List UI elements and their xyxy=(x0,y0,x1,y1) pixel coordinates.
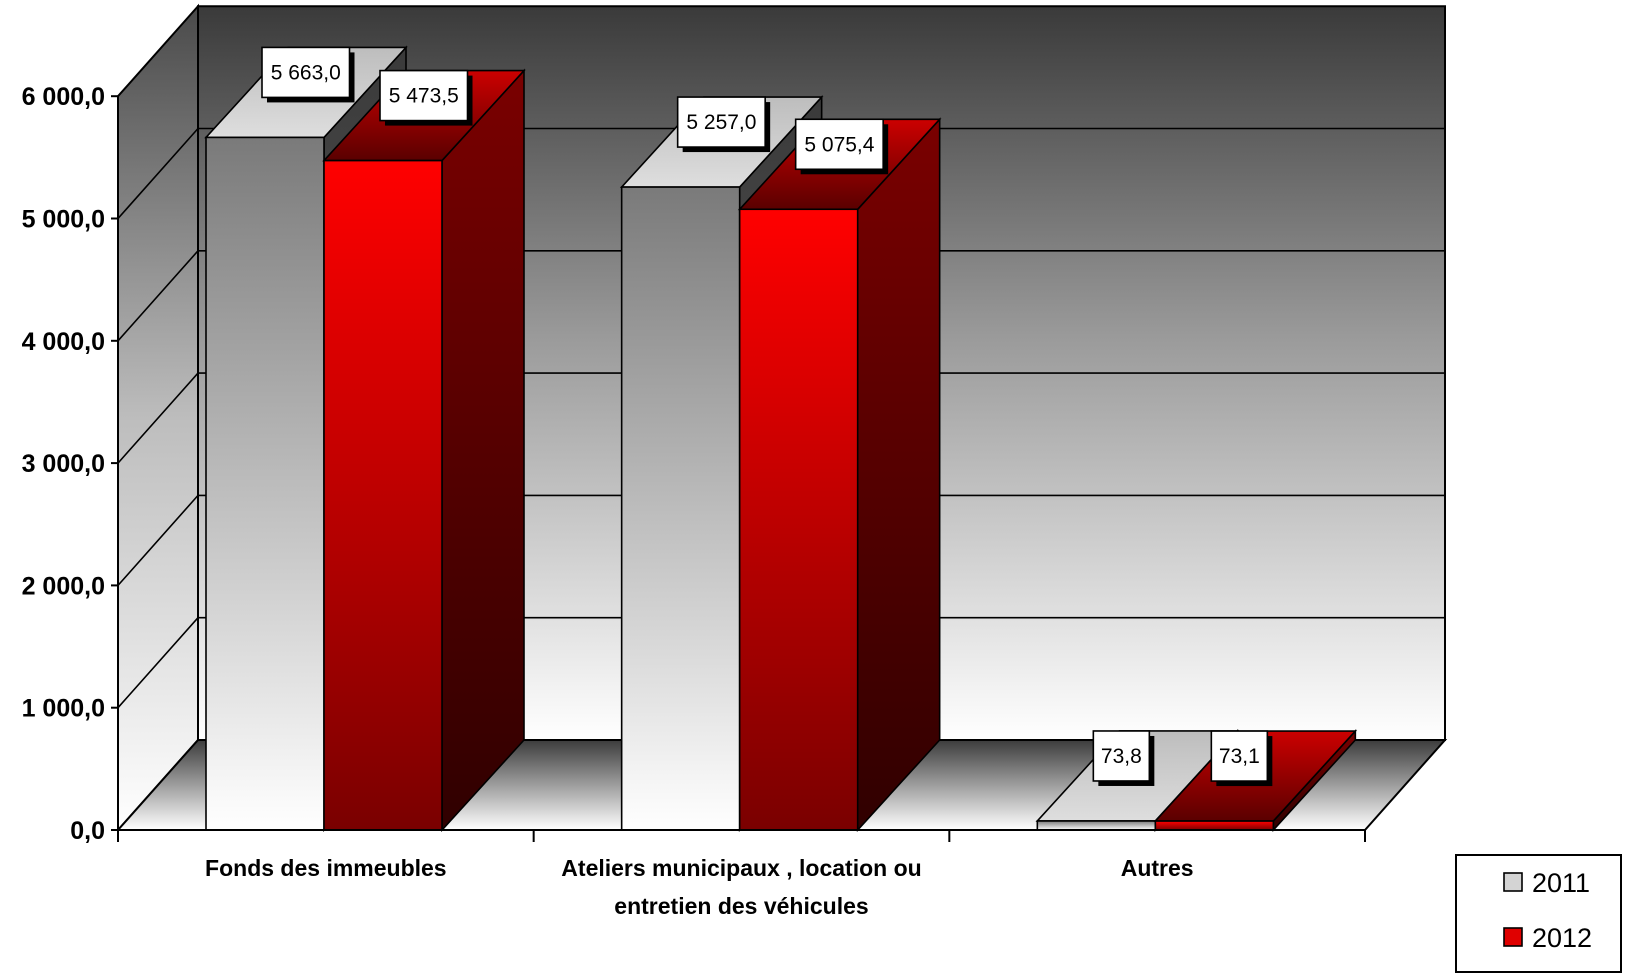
data-label: 73,8 xyxy=(1092,730,1155,786)
bar-2012-0 xyxy=(322,68,526,833)
legend-label: 2012 xyxy=(1532,923,1592,953)
svg-text:73,1: 73,1 xyxy=(1219,745,1260,768)
x-category-label: Autres xyxy=(1121,855,1194,881)
axes: 0,0 1 000,0 2 000,0 3 000,0 4 000,0 5 000,0 6 … xyxy=(22,83,1366,919)
gridline xyxy=(117,372,1445,464)
gridline xyxy=(117,250,1445,342)
x-category-label: Ateliers municipaux , location ou entreti… xyxy=(561,855,921,919)
y-tick-label: 0,0 xyxy=(70,817,105,845)
y-tick-label: 2 000,0 xyxy=(22,572,105,600)
legend-box xyxy=(1455,854,1622,973)
data-label: 5 257,0 xyxy=(676,96,771,153)
legend: 2011 2012 xyxy=(1455,854,1622,973)
svg-text:5 257,0: 5 257,0 xyxy=(686,111,756,134)
data-label: 5 075,4 xyxy=(794,118,889,175)
y-tick-label: 5 000,0 xyxy=(22,206,105,234)
y-tick-label: 6 000,0 xyxy=(22,83,105,111)
data-labels: 5 663,0 5 473,5 5 257,0 5 075,4 73,8 73,1 xyxy=(261,46,1273,787)
svg-text:5 663,0: 5 663,0 xyxy=(271,61,341,84)
svg-text:5 075,4: 5 075,4 xyxy=(804,133,874,156)
bars xyxy=(204,45,1358,833)
legend-swatch xyxy=(1503,927,1523,947)
svg-text:73,8: 73,8 xyxy=(1101,745,1142,768)
data-label: 5 473,5 xyxy=(379,69,473,126)
legend-label: 2011 xyxy=(1532,868,1590,898)
data-label: 73,1 xyxy=(1210,730,1273,787)
svg-text:5 473,5: 5 473,5 xyxy=(389,85,459,108)
legend-swatch xyxy=(1503,872,1523,892)
y-tick-label: 4 000,0 xyxy=(22,328,105,356)
x-category-label: Fonds des immeubles xyxy=(205,855,447,881)
data-label: 5 663,0 xyxy=(261,46,355,103)
gridline xyxy=(117,616,1445,709)
gridline xyxy=(117,494,1445,586)
bar-2012-1 xyxy=(737,117,942,833)
y-tick-label: 3 000,0 xyxy=(22,450,105,478)
y-tick-label: 1 000,0 xyxy=(22,695,105,723)
gridline xyxy=(117,127,1445,220)
gridlines xyxy=(117,127,1445,709)
